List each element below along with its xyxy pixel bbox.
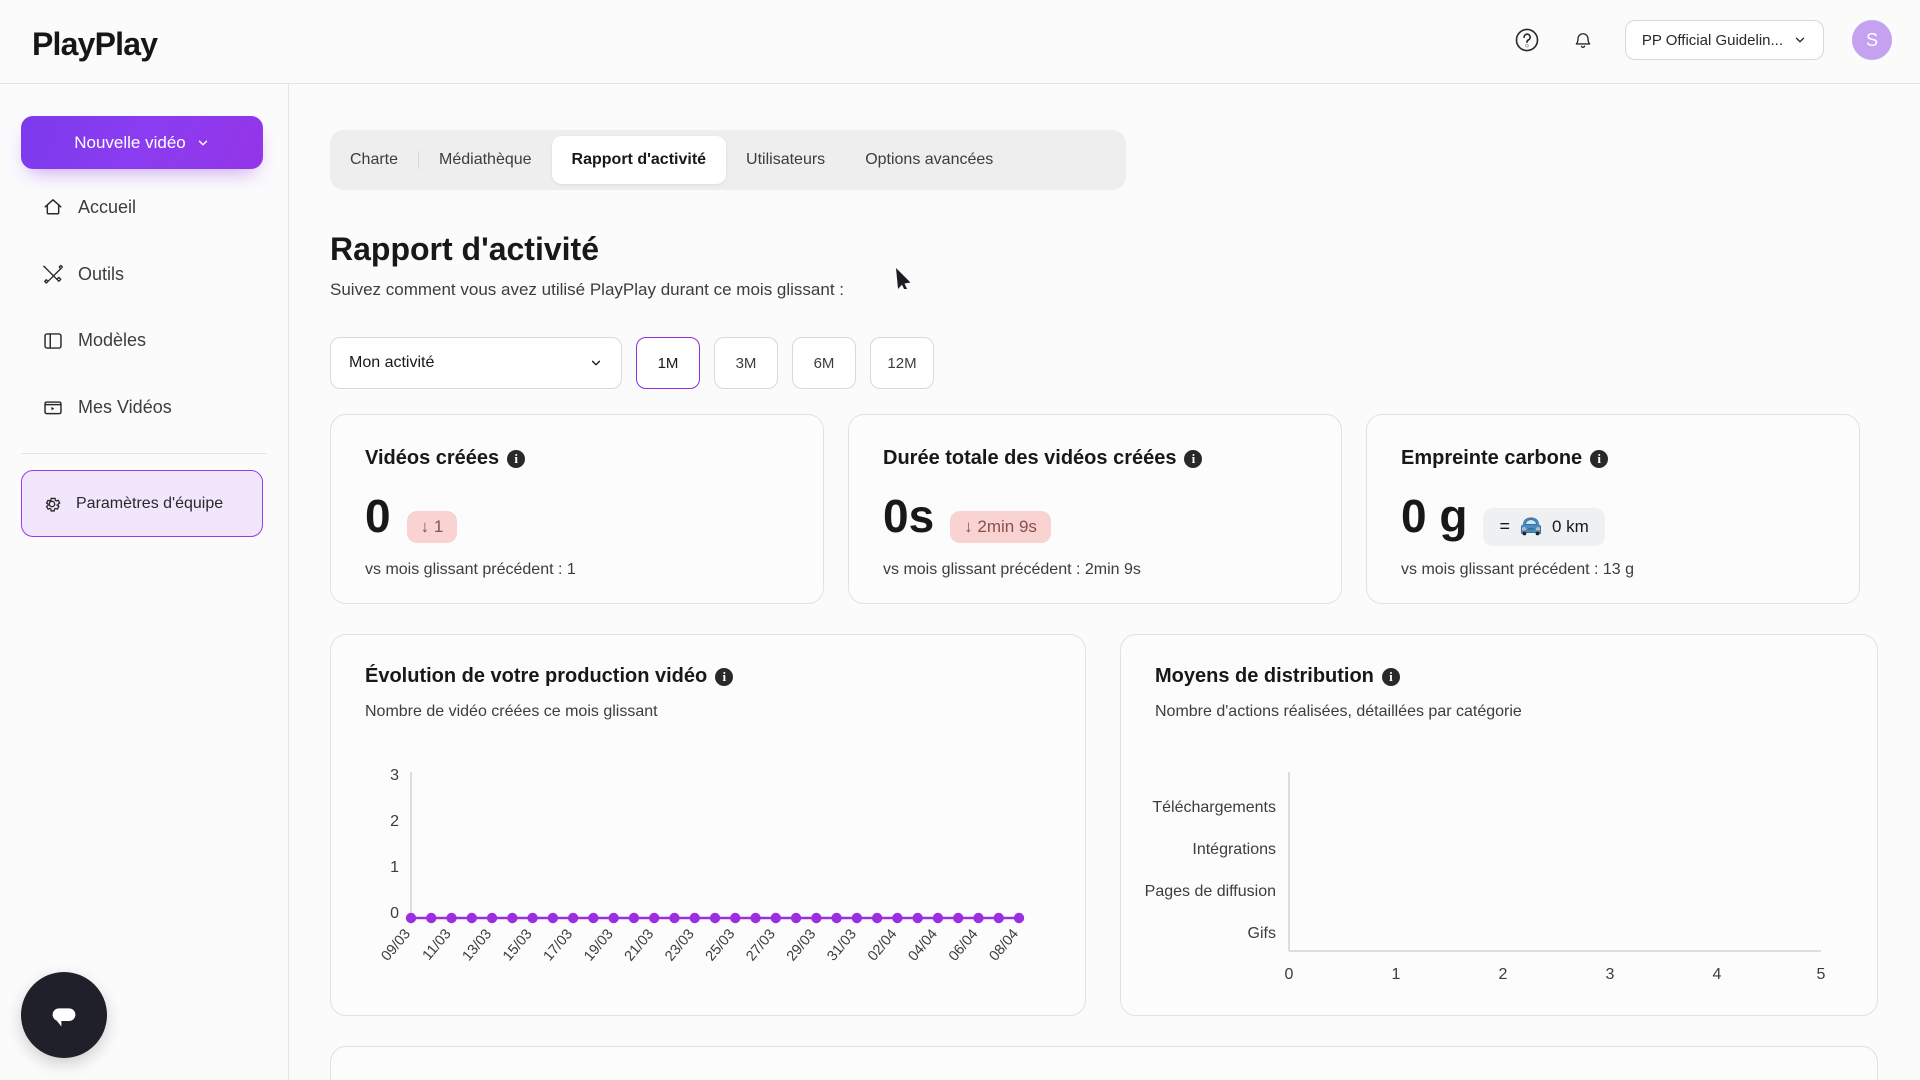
svg-text:5: 5: [1817, 966, 1826, 983]
svg-text:Téléchargements: Téléchargements: [1152, 799, 1276, 816]
svg-text:29/03: 29/03: [784, 926, 820, 964]
svg-text:1: 1: [390, 859, 399, 876]
svg-text:2: 2: [1499, 966, 1508, 983]
svg-text:19/03: 19/03: [581, 926, 617, 964]
svg-text:11/03: 11/03: [420, 926, 455, 963]
svg-text:21/03: 21/03: [622, 926, 658, 964]
svg-text:25/03: 25/03: [703, 926, 739, 964]
svg-text:Gifs: Gifs: [1248, 925, 1276, 942]
svg-text:17/03: 17/03: [541, 926, 577, 964]
svg-text:2: 2: [390, 813, 399, 830]
svg-text:09/03: 09/03: [378, 926, 414, 964]
svg-text:4: 4: [1713, 966, 1722, 983]
svg-text:27/03: 27/03: [743, 926, 779, 964]
svg-text:3: 3: [1606, 966, 1615, 983]
svg-text:06/04: 06/04: [946, 926, 982, 964]
svg-text:Intégrations: Intégrations: [1192, 841, 1276, 858]
svg-text:0: 0: [390, 905, 399, 922]
svg-text:0: 0: [1285, 966, 1294, 983]
svg-text:13/03: 13/03: [460, 926, 496, 964]
svg-text:02/04: 02/04: [865, 926, 901, 964]
svg-text:31/03: 31/03: [824, 926, 860, 964]
svg-text:1: 1: [1392, 966, 1401, 983]
svg-text:3: 3: [390, 767, 399, 784]
svg-text:Pages de diffusion: Pages de diffusion: [1145, 883, 1276, 900]
svg-text:04/04: 04/04: [905, 926, 941, 964]
svg-text:15/03: 15/03: [500, 926, 536, 964]
svg-text:23/03: 23/03: [662, 926, 698, 964]
svg-text:08/04: 08/04: [986, 926, 1022, 964]
